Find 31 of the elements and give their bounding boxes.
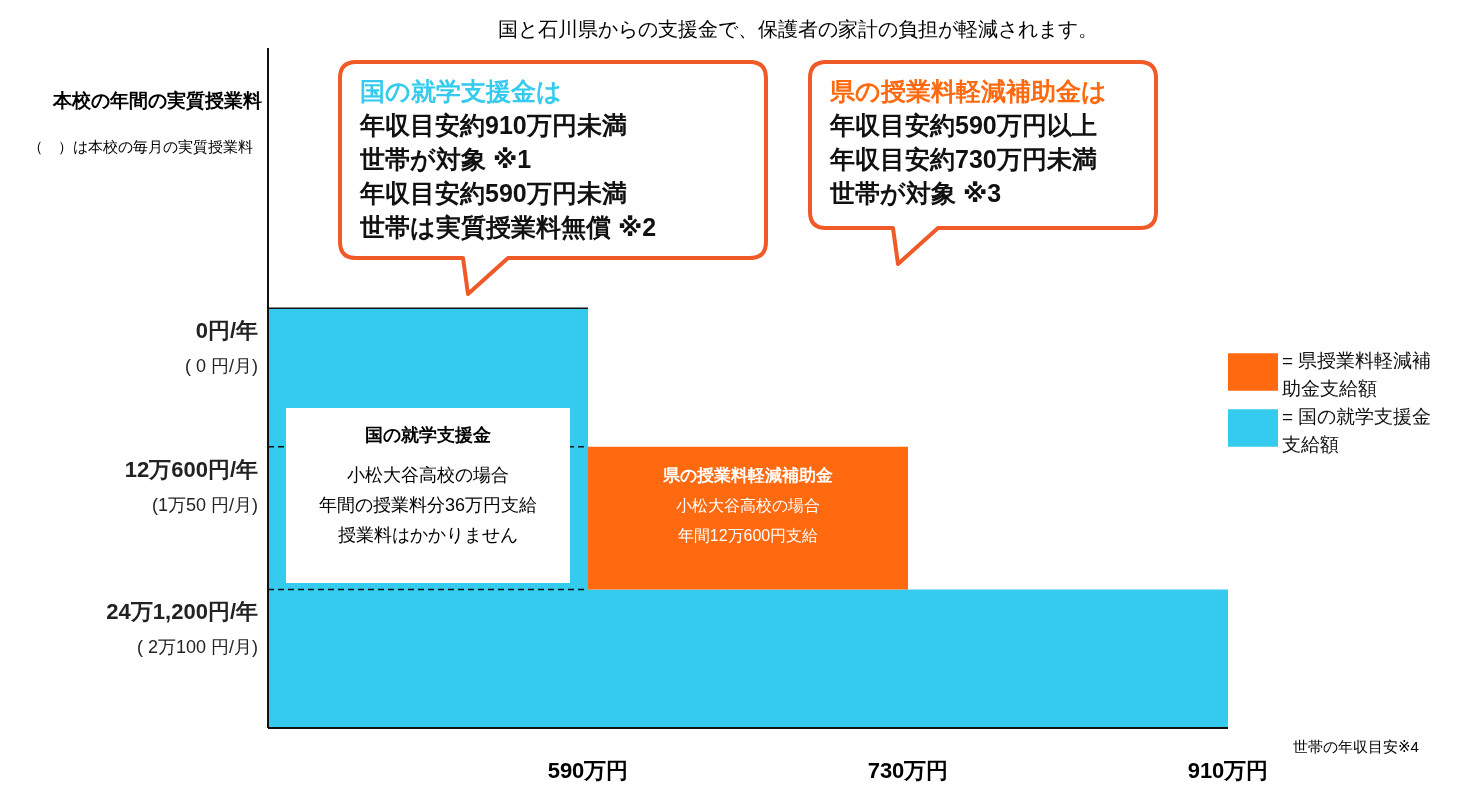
annotation: 国の就学支援金: [364, 424, 492, 447]
text: ( 0 円/月): [184, 355, 258, 379]
ref-line-label: 0円/年: [195, 318, 258, 344]
annotation: 年間12万600円支給: [676, 525, 820, 546]
text: 世帯が対象 ※3: [830, 178, 1003, 209]
text: (1万50 円/月): [150, 493, 258, 517]
text: 本校の年間の実質授業料: [51, 89, 262, 113]
text: 年収目安約730万円未満: [830, 144, 1098, 175]
legend-label: = 国の就学支援金支給額: [1282, 405, 1432, 457]
text: 年収目安約910万円未満: [360, 110, 628, 141]
annotation: 県の授業料軽減補助金: [662, 464, 834, 487]
text: 590万円: [546, 757, 630, 785]
ref-line-label: 12万600円/年: [124, 456, 258, 482]
text: 年収目安約590万円未満: [360, 178, 628, 209]
legend-label: = 県授業料軽減補助金支給額: [1282, 349, 1432, 401]
text: 年収目安約590万円以上: [830, 110, 1098, 141]
text: （ ）は本校の毎月の実質授業料: [27, 138, 254, 157]
annotation: 年間の授業料分36万円支給: [318, 494, 538, 517]
text: 国の就学支援金は: [360, 76, 563, 107]
text: 世帯が対象 ※1: [360, 144, 533, 175]
text: 910万円: [1186, 757, 1270, 785]
x-axis-title: 世帯の年収目安※4: [1293, 738, 1419, 757]
ref-line-label: 24万1,200円/年: [106, 599, 258, 625]
text: ( 2万100 円/月): [135, 636, 258, 660]
chart-title: 国と石川県からの支援金で、保護者の家計の負担が軽減されます。: [497, 17, 1099, 42]
annotation: 小松大谷高校の場合: [346, 464, 510, 487]
annotation: 小松大谷高校の場合: [675, 495, 821, 516]
text: 県の授業料軽減補助金は: [830, 76, 1107, 107]
text: 730万円: [866, 757, 950, 785]
annotation: 授業料はかかりません: [337, 524, 519, 547]
text: 世帯は実質授業料無償 ※2: [360, 212, 657, 243]
